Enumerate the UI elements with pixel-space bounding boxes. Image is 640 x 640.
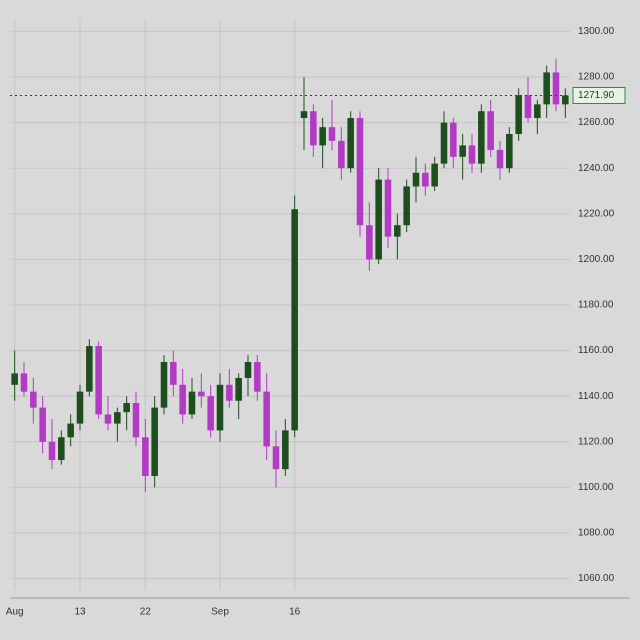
candle-body: [207, 396, 214, 431]
candle-body: [216, 384, 224, 431]
candle-body: [394, 225, 401, 237]
y-tick-label: 1300.00: [578, 26, 615, 37]
candle-body: [319, 127, 326, 146]
x-tick-label: 13: [74, 607, 86, 618]
y-tick-label: 1160.00: [578, 345, 614, 356]
candle-body: [291, 209, 298, 431]
last-price-label: 1271.90: [578, 90, 615, 101]
y-tick-label: 1120.00: [578, 436, 614, 447]
candle-body: [30, 391, 37, 408]
candle-body: [123, 403, 130, 413]
candle-body: [254, 362, 261, 392]
y-tick-label: 1260.00: [578, 117, 615, 128]
candle-body: [39, 407, 46, 442]
candle-body: [151, 407, 158, 476]
candle-body: [487, 111, 494, 150]
x-tick-label: Sep: [211, 607, 229, 618]
y-tick-label: 1280.00: [578, 72, 615, 83]
candle-body: [272, 446, 280, 470]
candle-body: [170, 362, 177, 385]
candle-body: [468, 145, 476, 164]
candle-body: [104, 414, 112, 424]
candle-body: [422, 172, 429, 187]
x-tick-label: 16: [289, 607, 301, 618]
candle-body: [552, 72, 560, 105]
candle-body: [356, 118, 364, 226]
candle-body: [450, 122, 457, 157]
candle-body: [543, 72, 550, 105]
candle-body: [478, 111, 485, 164]
y-tick-label: 1140.00: [578, 391, 614, 402]
candle-body: [440, 122, 448, 164]
candle-body: [198, 391, 205, 397]
x-tick-label: Aug: [6, 607, 24, 618]
candle-body: [20, 373, 28, 392]
candle-body: [235, 377, 242, 401]
y-tick-label: 1180.00: [578, 300, 614, 311]
candle-body: [515, 95, 522, 134]
candle-body: [263, 391, 270, 447]
candle-body: [114, 412, 121, 424]
candle-body: [459, 145, 466, 157]
candle-body: [11, 373, 18, 385]
last-price-box: [572, 86, 626, 104]
candle-body: [384, 179, 392, 237]
candle-body: [562, 95, 569, 105]
candle-body: [506, 134, 513, 169]
candle-body: [524, 95, 532, 119]
candle-body: [496, 149, 504, 169]
y-tick-label: 1240.00: [578, 163, 615, 174]
candle-body: [95, 346, 102, 415]
candle-body: [300, 111, 308, 119]
candle-body: [328, 127, 336, 141]
candle-body: [142, 437, 149, 476]
candle-body: [244, 362, 252, 378]
candle-body: [347, 118, 354, 169]
y-tick-label: 1220.00: [578, 208, 615, 219]
candle-body: [160, 362, 168, 408]
candle-body: [67, 423, 74, 438]
y-tick-label: 1080.00: [578, 528, 615, 539]
candle-body: [431, 163, 438, 187]
y-tick-label: 1060.00: [578, 573, 615, 584]
candle-body: [366, 225, 373, 260]
candle-body: [188, 391, 196, 415]
candle-body: [58, 437, 65, 461]
candle-body: [403, 186, 410, 226]
candle-body: [226, 384, 233, 401]
candle-body: [282, 430, 289, 470]
candle-body: [534, 104, 541, 119]
x-tick-label: 22: [140, 607, 152, 618]
candle-body: [310, 111, 317, 146]
candle-body: [76, 391, 84, 424]
y-tick-label: 1200.00: [578, 254, 615, 265]
candle-body: [338, 140, 345, 169]
y-tick-label: 1100.00: [578, 482, 614, 493]
candle-body: [179, 384, 186, 415]
candle-body: [48, 441, 56, 461]
candle-body: [412, 172, 420, 187]
candle-body: [132, 403, 140, 438]
candle-body: [86, 346, 93, 392]
candle-body: [375, 179, 382, 260]
